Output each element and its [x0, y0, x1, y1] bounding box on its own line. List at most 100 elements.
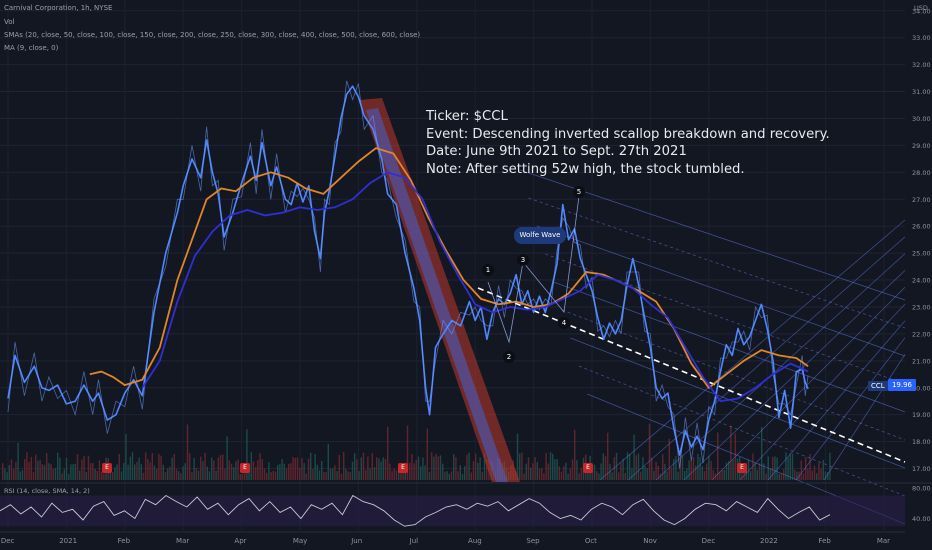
volume-bar: [461, 473, 464, 480]
volume-bar: [578, 473, 580, 480]
channel-line: [578, 365, 906, 497]
volume-bar: [2, 463, 4, 480]
volume-bar: [195, 467, 197, 480]
currency-label: USD: [914, 4, 928, 12]
volume-bar: [571, 459, 574, 480]
x-tick-label: Feb: [818, 537, 831, 545]
volume-bar: [596, 470, 598, 480]
rsi-tick-label: 80.00: [912, 484, 931, 492]
volume-bar: [761, 426, 763, 480]
volume-bar: [202, 461, 204, 480]
volume-bar: [417, 456, 420, 480]
earnings-flag[interactable]: E: [240, 463, 250, 473]
volume-bar: [127, 464, 129, 480]
volume-bar: [35, 454, 37, 480]
volume-bar: [354, 453, 356, 480]
y-tick-label: 33.00: [912, 34, 931, 42]
y-tick-label: 25.00: [912, 250, 931, 258]
volume-bar: [824, 471, 827, 480]
volume-bar: [479, 457, 481, 480]
volume-bar: [747, 459, 750, 480]
x-tick-label: Aug: [468, 537, 482, 545]
volume-bar: [470, 472, 472, 480]
volume-bar: [541, 468, 543, 480]
volume-bar: [444, 471, 446, 480]
volume-bar: [274, 471, 277, 480]
volume-bar: [626, 452, 629, 480]
channel-line: [627, 236, 906, 481]
earnings-flag[interactable]: E: [583, 463, 593, 473]
volume-bar: [4, 468, 6, 480]
volume-bar: [580, 468, 582, 480]
volume-bar: [37, 460, 39, 480]
volume-bar: [369, 468, 371, 480]
volume-bar: [151, 452, 153, 480]
volume-bar: [129, 456, 131, 480]
earnings-flag[interactable]: E: [398, 463, 408, 473]
volume-bar: [94, 468, 96, 480]
volume-bar: [468, 452, 470, 480]
volume-bar: [200, 456, 202, 480]
channel-line: [711, 286, 906, 481]
volume-bar: [602, 453, 604, 480]
volume-bar: [754, 463, 756, 480]
volume-bar: [329, 468, 332, 480]
volume-bar: [186, 424, 189, 480]
volume-bar: [481, 471, 483, 480]
volume-bar: [684, 470, 686, 480]
volume-bar: [701, 465, 703, 480]
volume-bar: [114, 467, 116, 480]
x-tick-label: Jun: [350, 537, 362, 545]
volume-bar: [98, 460, 101, 480]
volume-bar: [358, 471, 360, 480]
volume-bar: [527, 457, 530, 480]
symbol-line: Carnival Corporation, 1h, NYSE: [4, 4, 113, 12]
volume-bar: [90, 463, 92, 480]
ma-line: [141, 171, 809, 403]
volume-bar: [314, 454, 316, 480]
volume-bar: [741, 472, 743, 480]
volume-bar: [530, 467, 532, 480]
volume-bar: [400, 470, 402, 480]
volume-bar: [800, 460, 802, 480]
wolfe-wave-badge[interactable]: Wolfe Wave: [514, 227, 566, 244]
volume-bar: [380, 461, 382, 480]
volume-bar: [305, 473, 307, 480]
volume-bar: [13, 468, 15, 480]
volume-bar: [778, 473, 780, 480]
volume-bar: [549, 452, 552, 480]
volume-bar: [131, 452, 134, 480]
volume-bar: [48, 463, 50, 480]
volume-bar: [448, 473, 450, 480]
volume-bar: [224, 468, 226, 480]
volume-bar: [239, 473, 241, 480]
volume-bar: [103, 473, 105, 480]
volume-bar: [631, 468, 633, 480]
volume-bar: [336, 471, 338, 480]
descending-arrow-band: [360, 98, 520, 482]
volume-bar: [228, 460, 230, 480]
volume-bar: [459, 465, 461, 480]
volume-bar: [323, 471, 325, 480]
earnings-flag[interactable]: E: [102, 463, 112, 473]
volume-bar: [149, 462, 151, 480]
volume-bar: [710, 461, 712, 480]
x-tick-label: Mar: [877, 537, 890, 545]
volume-bar: [332, 468, 334, 480]
volume-bar: [538, 468, 541, 480]
volume-bar: [138, 457, 140, 480]
channel-line: [655, 253, 906, 481]
volume-bar: [431, 452, 433, 480]
channel-line: [528, 197, 906, 329]
volume-bar: [83, 455, 85, 480]
volume-bar: [272, 470, 274, 480]
volume-bar: [340, 473, 343, 480]
volume-bar: [211, 457, 213, 480]
volume-bar: [167, 468, 169, 480]
volume-bar: [160, 455, 162, 480]
earnings-flag[interactable]: E: [737, 463, 747, 473]
volume-bar: [109, 466, 112, 480]
volume-bar: [644, 466, 646, 480]
volume-bar: [50, 464, 52, 480]
